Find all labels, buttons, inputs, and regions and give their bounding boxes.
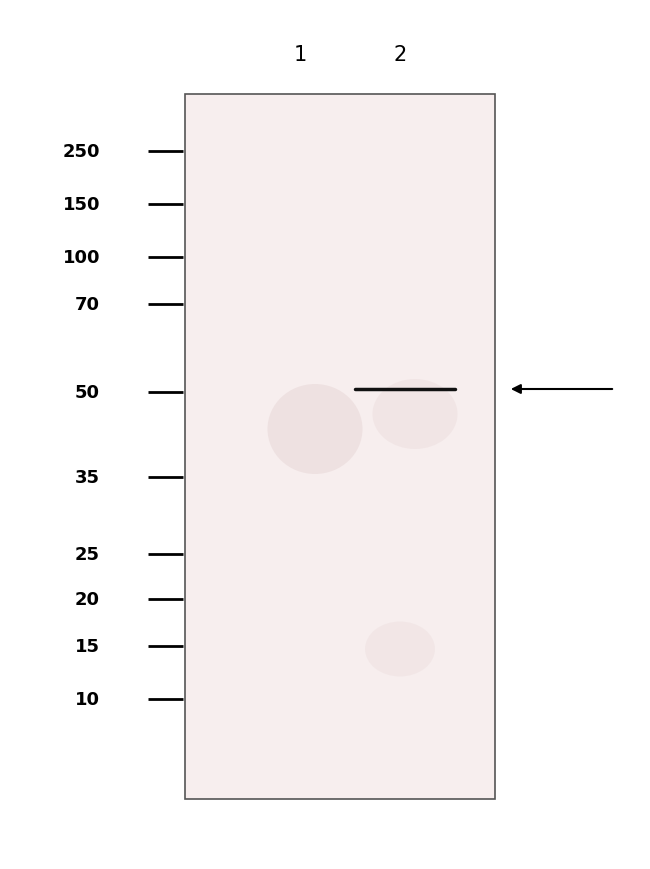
Text: 100: 100 — [62, 249, 100, 267]
Text: 1: 1 — [293, 45, 307, 65]
Text: 2: 2 — [393, 45, 407, 65]
Text: 150: 150 — [62, 196, 100, 214]
Ellipse shape — [268, 385, 363, 474]
Text: 20: 20 — [75, 590, 100, 608]
Ellipse shape — [365, 622, 435, 677]
Bar — [185, 95, 495, 799]
Text: 25: 25 — [75, 546, 100, 563]
Ellipse shape — [372, 380, 458, 449]
Text: 70: 70 — [75, 295, 100, 314]
Text: 50: 50 — [75, 383, 100, 401]
Text: 10: 10 — [75, 690, 100, 708]
Text: 35: 35 — [75, 468, 100, 487]
Text: 15: 15 — [75, 637, 100, 655]
Text: 250: 250 — [62, 143, 100, 161]
